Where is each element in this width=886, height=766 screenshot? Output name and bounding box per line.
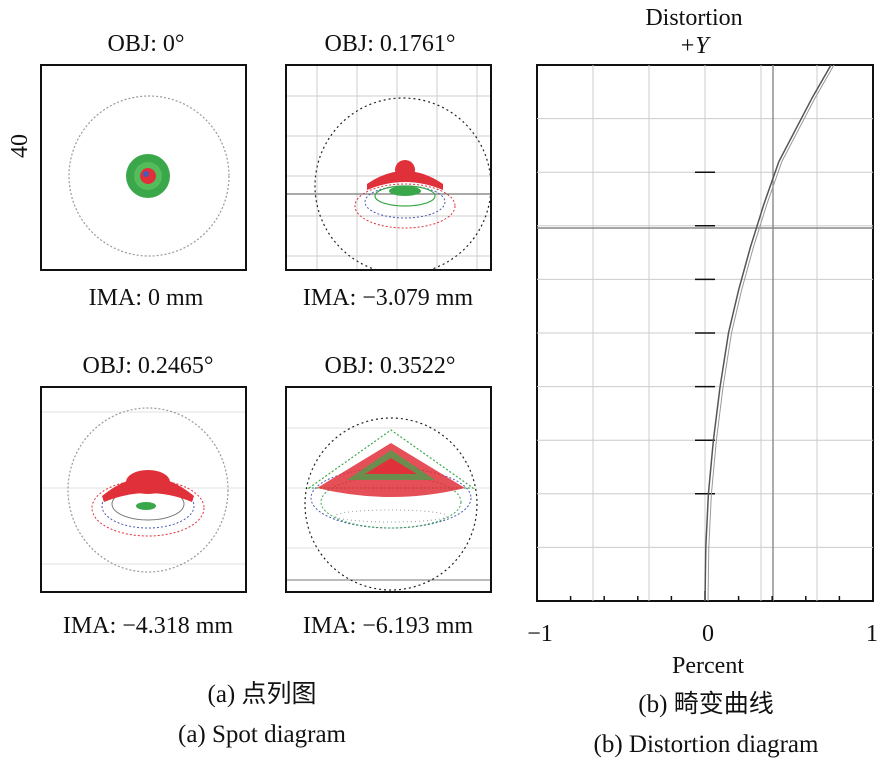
panel-3-obj-label: OBJ: 0.2465° [82,353,214,379]
panel-3-ima-label: IMA: −4.318 mm [62,613,234,639]
distortion-subtitle: +Y [679,33,709,59]
distortion-plot [536,64,874,602]
spot-caption-cn: (a) 点列图 [207,681,317,708]
distortion-title: Distortion [645,5,743,31]
distortion-curve-secondary [707,64,835,602]
distortion-caption-en: (b) Distortion diagram [593,731,819,758]
x-tick-0: 0 [702,621,714,647]
spot-panel-2 [285,64,492,271]
spot-side-label: 40 [7,134,33,158]
panel-2-obj-label: OBJ: 0.1761° [324,31,456,57]
panel-2-ima-label: IMA: −3.079 mm [302,285,474,311]
spot-panel-1 [40,64,247,271]
panel-4-obj-label: OBJ: 0.3522° [324,353,456,379]
spot-panel-3 [40,386,247,593]
panel-1-obj-label: OBJ: 0° [107,31,185,57]
x-tick-1: 1 [866,621,878,647]
spot-panel-4 [285,386,492,593]
distortion-xlabel: Percent [672,653,744,679]
distortion-curve [704,64,832,602]
panel-1-ima-label: IMA: 0 mm [88,285,204,311]
spot-caption-en: (a) Spot diagram [177,721,347,748]
distortion-caption-cn: (b) 畸变曲线 [638,691,774,718]
x-tick-minus-1: −1 [527,621,553,647]
panel-4-ima-label: IMA: −6.193 mm [302,613,474,639]
